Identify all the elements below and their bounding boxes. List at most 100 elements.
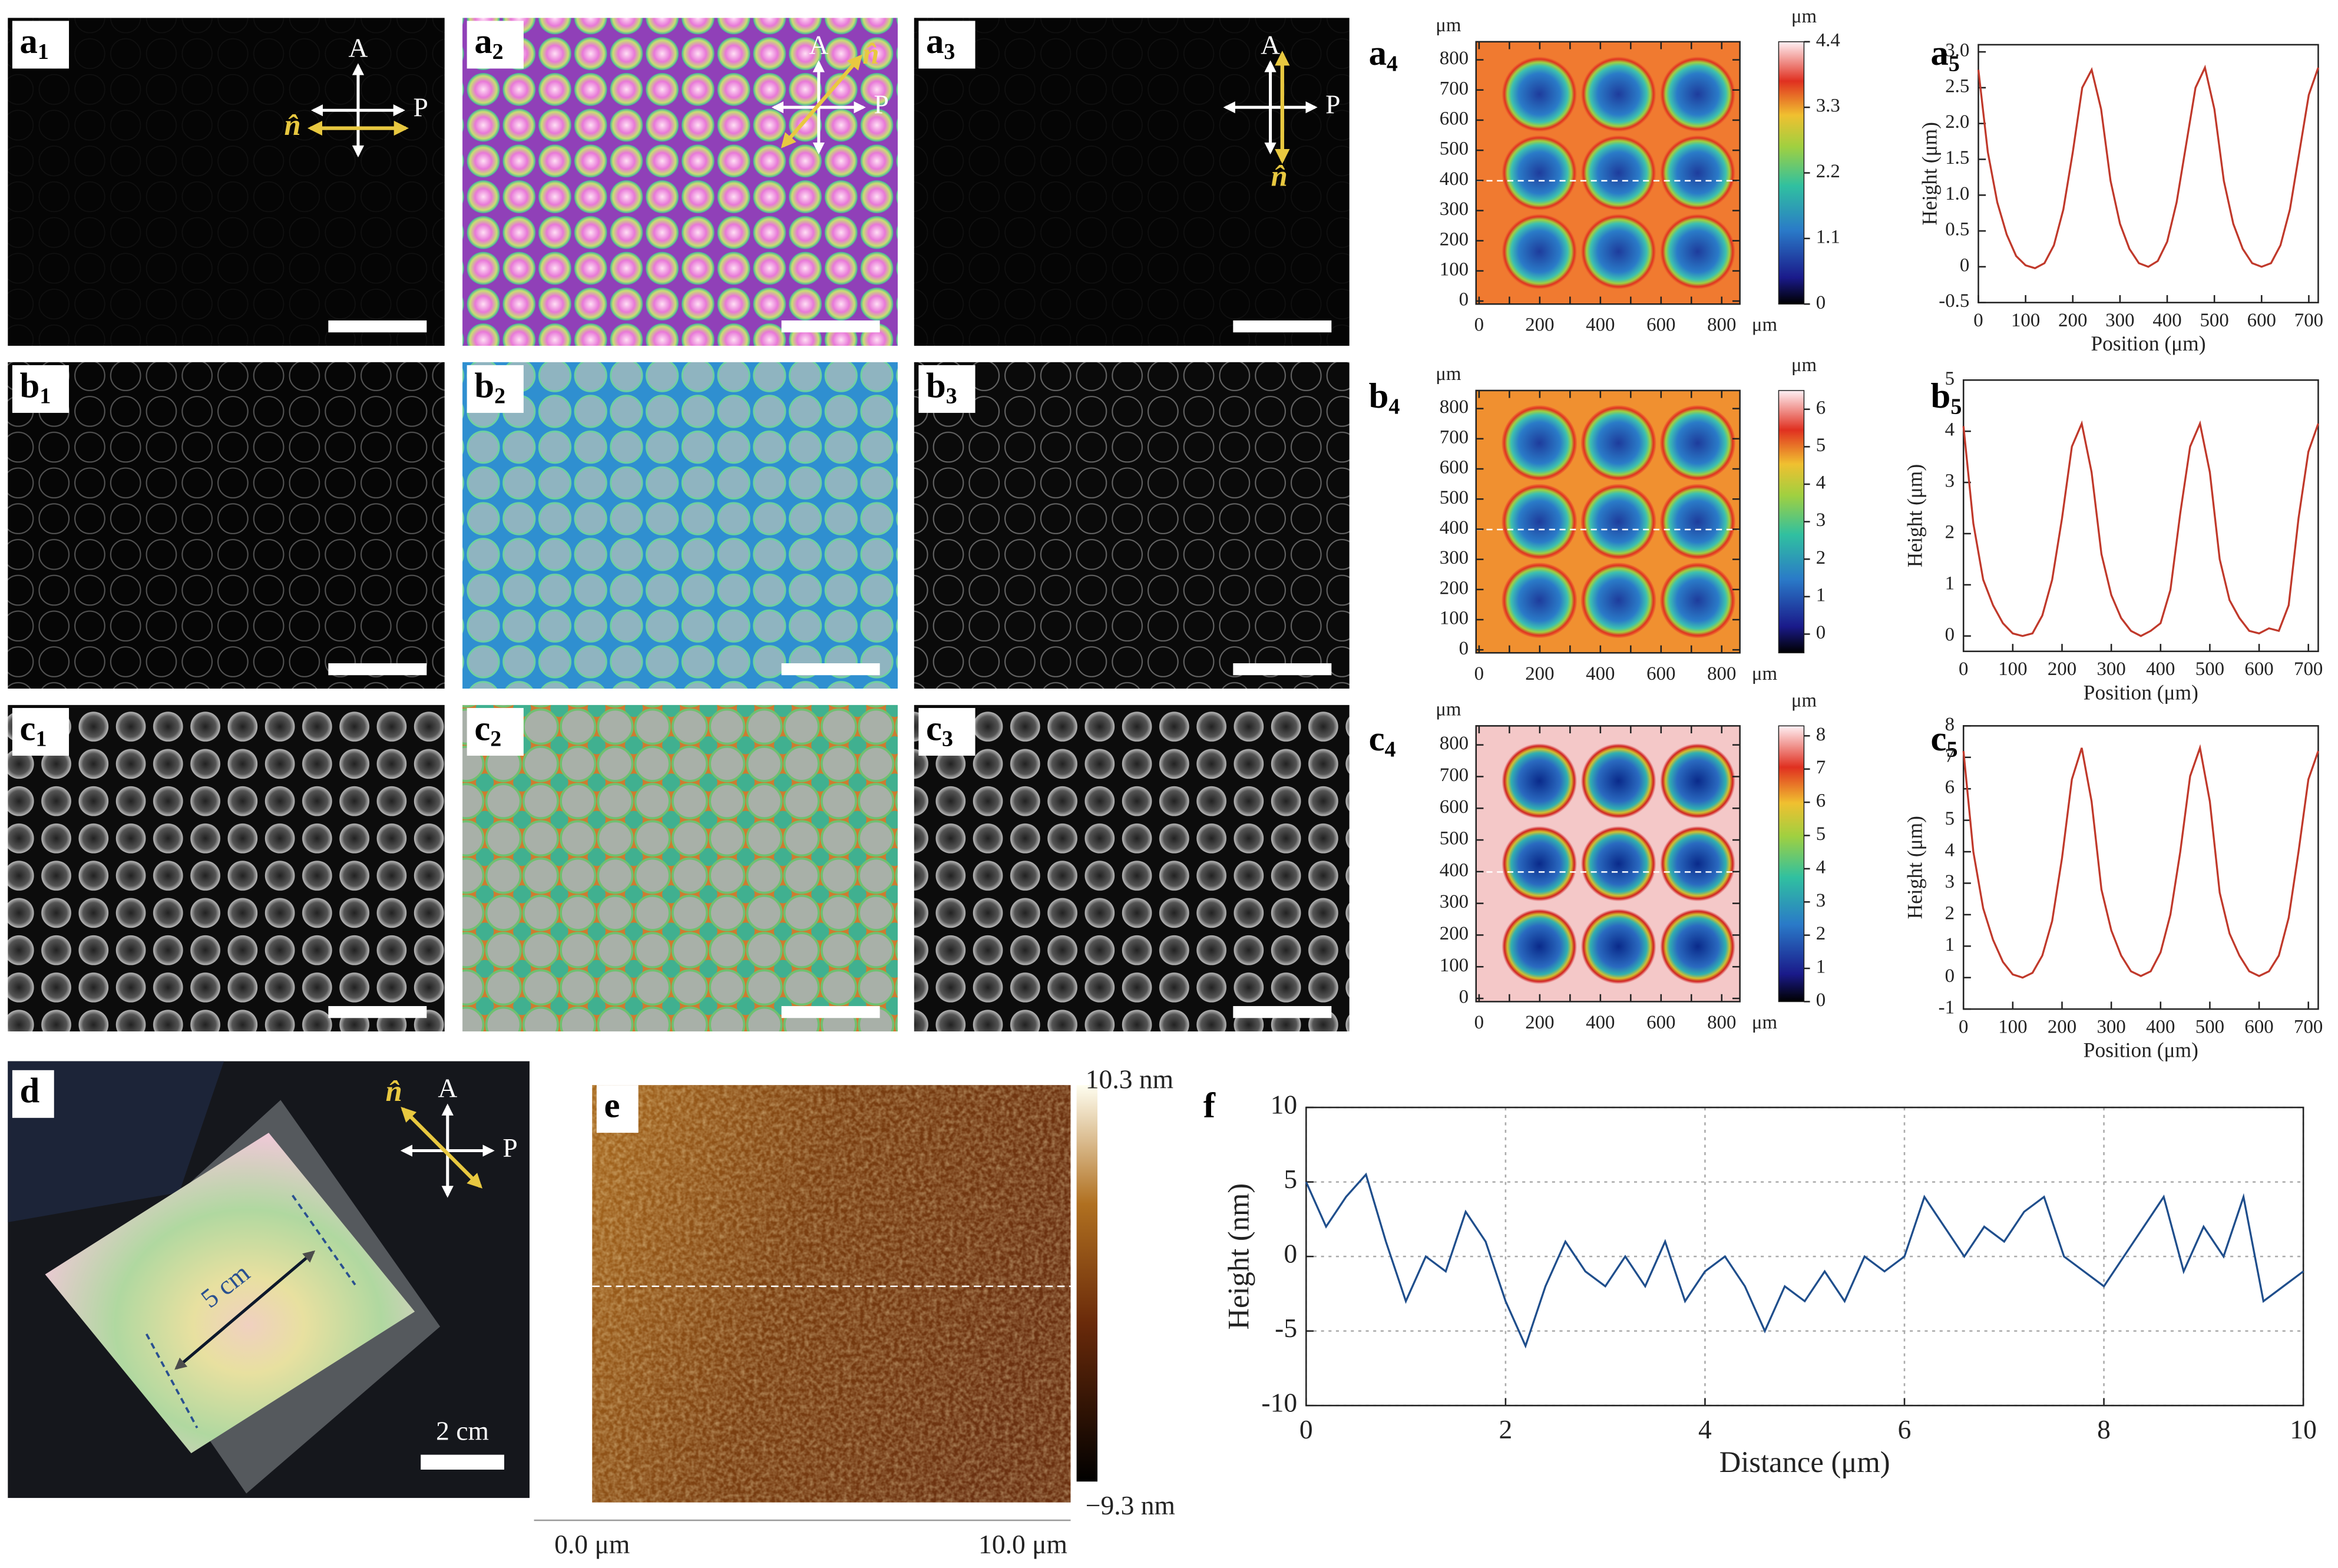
panel-letter: b (1931, 376, 1951, 416)
afm-min: −9.3 nm (1086, 1490, 1175, 1520)
y-tick-label: 700 (1440, 765, 1469, 786)
label-box (467, 707, 524, 756)
panel-label: f (1203, 1086, 1216, 1126)
micrograph (8, 18, 445, 346)
x-tick-label: 300 (2105, 310, 2134, 331)
colorbar-tick-label: 6 (1816, 397, 1826, 418)
colorbar-tick-label: 2 (1816, 547, 1826, 568)
label-box (12, 21, 70, 69)
x-tick-label: 400 (1586, 663, 1615, 684)
panel-letter: b (20, 366, 40, 405)
y-tick-label: 400 (1440, 168, 1469, 190)
y-tick-label: 100 (1440, 608, 1469, 629)
y-tick-label: 2.5 (1945, 75, 1969, 97)
lens (1660, 908, 1735, 984)
polarizer-label: P (1325, 90, 1340, 120)
y-tick-label: 100 (1440, 259, 1469, 280)
label-box (467, 365, 524, 413)
colorbar-tick-label: 0 (1816, 622, 1826, 643)
y-tick-label: 0 (1960, 254, 1969, 276)
label-box (12, 365, 70, 413)
panel-subscript: 5 (1949, 51, 1960, 76)
x-tick-label: 400 (2146, 1017, 2175, 1038)
lens (1580, 405, 1656, 481)
panel-label: b5 (1931, 376, 1962, 419)
panel-letter: a (1931, 34, 1949, 73)
dash (145, 1333, 199, 1429)
scale-bar (328, 320, 427, 333)
panel-letter: a (20, 22, 38, 61)
x-tick-label: 0 (1973, 310, 1983, 331)
x-tick-label: 500 (2200, 310, 2229, 331)
colorbar-tick-label: 1 (1816, 584, 1826, 606)
colorbar-tick-label: 2.2 (1816, 161, 1840, 182)
scale-bar (1233, 320, 1332, 333)
panel-subscript: 3 (944, 39, 955, 64)
y-tick-label: 1 (1945, 573, 1955, 594)
x-tick-label: 400 (2152, 310, 2181, 331)
plot-frame (1962, 379, 2319, 653)
micrograph (914, 704, 1350, 1032)
panel-letter: a (474, 22, 492, 61)
lens (1660, 214, 1735, 290)
x-tick-label: 8 (2097, 1414, 2111, 1444)
panel-subscript: 5 (1950, 394, 1962, 419)
panel-letter: c (1931, 719, 1947, 759)
micrograph (462, 704, 898, 1032)
y-tick-label: 7 (1945, 745, 1955, 766)
panel-label: a1 (20, 22, 49, 64)
y-tick-label: 600 (1440, 457, 1469, 478)
panel-letter: b (1369, 376, 1389, 416)
colorbar-tick-label: 2 (1816, 923, 1826, 944)
map-frame (1475, 389, 1741, 654)
panel-letter: c (20, 709, 36, 748)
y-tick-label: 6 (1945, 777, 1955, 798)
lens (1660, 57, 1735, 132)
y-unit: μm (1436, 15, 1461, 36)
x-axis-label: Position (μm) (2091, 332, 2205, 355)
y-tick-label: 0 (1945, 624, 1955, 645)
afm-x-start: 0.0 μm (554, 1529, 630, 1559)
panel-subscript: 2 (492, 39, 504, 64)
panel-label: b4 (1369, 376, 1400, 419)
panel-subscript: 5 (1946, 737, 1957, 762)
y-unit: μm (1436, 699, 1461, 720)
line-series (1962, 744, 2320, 979)
panel-label: b2 (474, 366, 505, 408)
y-tick-label: 500 (1440, 487, 1469, 508)
colorbar-tick-label: 8 (1816, 724, 1826, 745)
polarizer-label: P (874, 90, 888, 120)
x-tick-label: 700 (2294, 310, 2323, 331)
x-tick-label: 400 (1586, 315, 1615, 336)
y-tick-label: 3 (1945, 471, 1955, 492)
plot-frame (1977, 44, 2319, 303)
scale-bar (781, 320, 880, 333)
x-tick-label: 200 (1525, 1012, 1554, 1033)
director-label: n̂ (1271, 159, 1288, 192)
label-box (918, 707, 975, 756)
y-tick-label: 300 (1440, 547, 1469, 568)
panel-label: b1 (20, 366, 51, 408)
heatmap (1476, 390, 1740, 653)
panel-label: e (604, 1086, 620, 1126)
x-tick-label: 200 (2048, 659, 2076, 680)
lens (1580, 135, 1656, 211)
scale-bar (1233, 1006, 1332, 1018)
analyzer-label: A (809, 29, 828, 59)
dash (292, 1195, 356, 1286)
y-tick-label: 10 (1271, 1090, 1298, 1120)
label-box (596, 1085, 639, 1133)
colorbar-tick-label: 5 (1816, 435, 1826, 456)
colorbar-tick-label: 4 (1816, 472, 1826, 494)
y-tick-label: 100 (1440, 955, 1469, 976)
y-axis-label: Height (nm) (1222, 1183, 1255, 1330)
colorbar-tick-label: 4.4 (1816, 29, 1840, 51)
colorbar-unit: μm (1791, 690, 1817, 711)
director-label: n̂ (386, 1074, 402, 1107)
x-tick-label: 800 (1707, 663, 1736, 684)
x-tick-label: 600 (1646, 663, 1675, 684)
x-tick-label: 600 (2247, 310, 2276, 331)
scale-bar (781, 663, 880, 676)
photo-shadow (8, 1061, 224, 1222)
panel-subscript: 2 (494, 383, 505, 408)
